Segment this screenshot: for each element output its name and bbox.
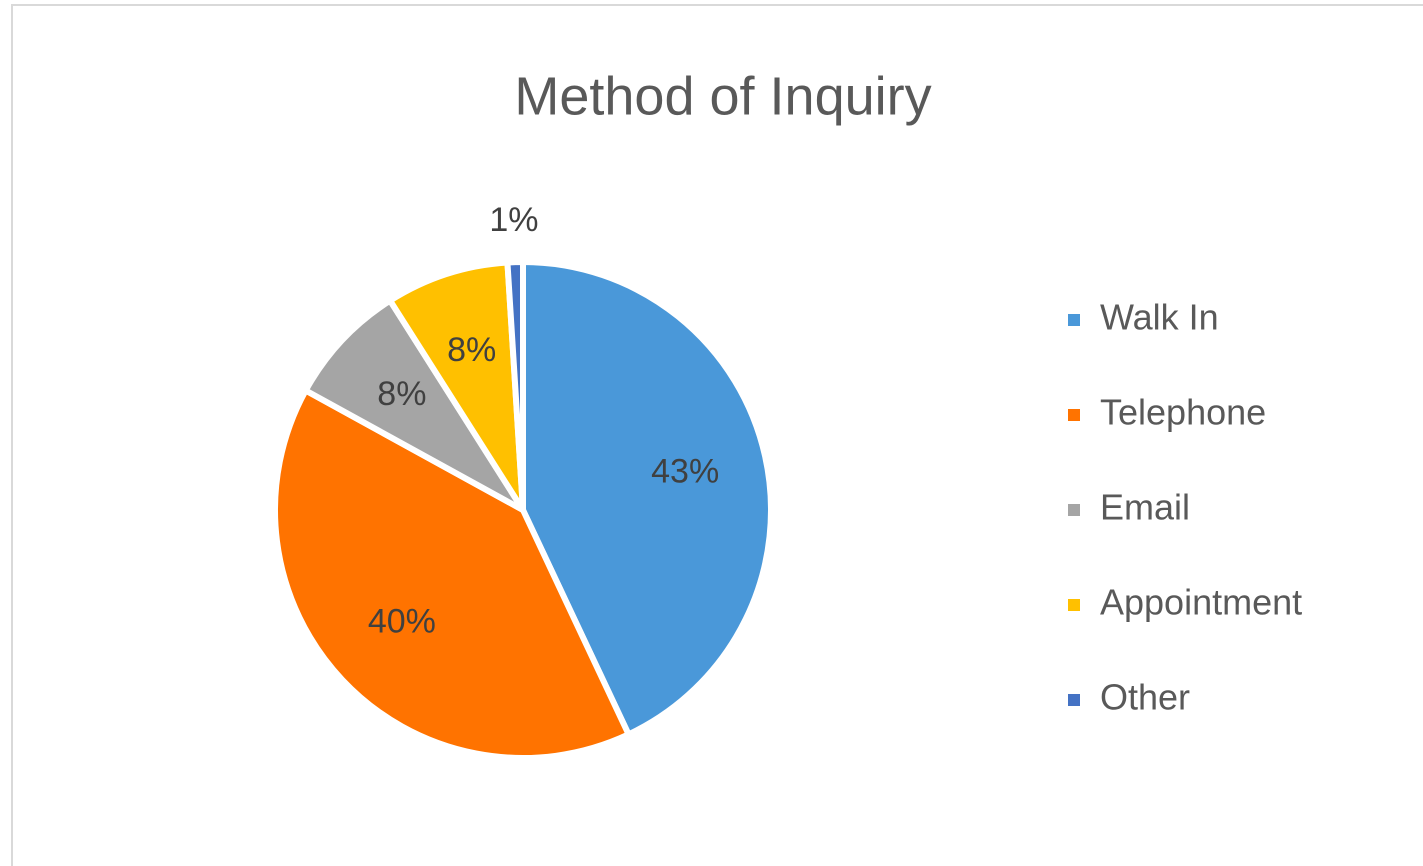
legend-marker: [1068, 599, 1080, 611]
legend-label: Appointment: [1100, 582, 1302, 623]
legend-marker: [1068, 314, 1080, 326]
pie-slice: [520, 259, 774, 738]
chart-title: Method of Inquiry: [514, 66, 931, 126]
legend-label: Walk In: [1100, 297, 1219, 338]
legend-marker: [1068, 409, 1080, 421]
legend-label: Email: [1100, 487, 1190, 528]
data-label: 8%: [447, 331, 496, 369]
legend-label: Telephone: [1100, 392, 1266, 433]
data-label: 1%: [489, 201, 538, 239]
pie-slice: [302, 297, 526, 513]
pie-slice: [387, 259, 526, 513]
data-label: 8%: [377, 375, 426, 413]
legend-marker: [1068, 504, 1080, 516]
legend-marker: [1068, 694, 1080, 706]
legend-label: Other: [1100, 677, 1190, 718]
data-label: 43%: [651, 453, 719, 491]
pie-slice: [504, 259, 526, 513]
pie-slice: [272, 387, 632, 761]
data-label: 40%: [368, 603, 436, 641]
